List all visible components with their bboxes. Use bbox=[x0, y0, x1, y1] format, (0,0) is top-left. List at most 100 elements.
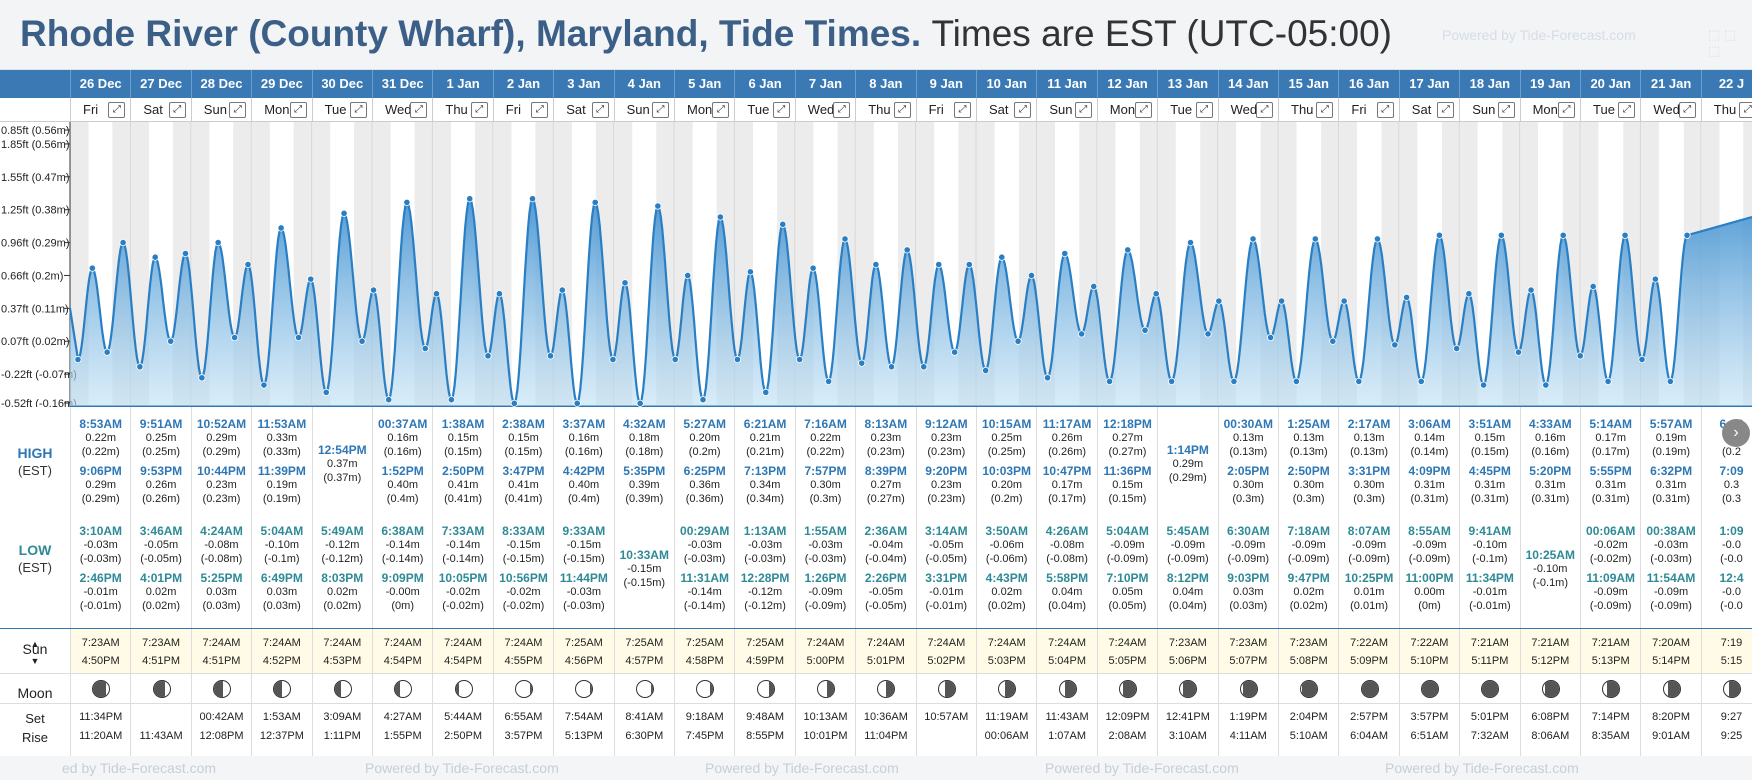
expand-day-icon[interactable]: ⤢ bbox=[410, 102, 428, 118]
moonrise-time: 2:50PM bbox=[444, 730, 483, 742]
moon-phase-icon bbox=[1058, 680, 1077, 698]
expand-day-icon[interactable]: ⤢ bbox=[712, 102, 730, 118]
moonrise-time: 8:35AM bbox=[1591, 730, 1630, 742]
weekday-text: Sat bbox=[989, 102, 1009, 117]
day-column: 2:38AM 0.15m (0.15m) 3:47PM 0.41m (0.41m) 8:33… bbox=[492, 407, 554, 773]
weekday-label: Thu ⤢ bbox=[1700, 98, 1752, 122]
low-height-alt: (-0.03m) bbox=[563, 600, 605, 612]
date-label: 20 Jan bbox=[1580, 70, 1640, 98]
scroll-right-button[interactable]: › bbox=[1722, 419, 1750, 447]
high-height: 0.36m bbox=[689, 479, 720, 491]
low-height: -0.03m bbox=[687, 539, 722, 551]
moon-phase-icon bbox=[152, 680, 171, 698]
tide-point bbox=[1497, 231, 1505, 239]
tide-point bbox=[1403, 293, 1411, 301]
moon-phase-icon bbox=[635, 680, 654, 698]
expand-day-icon[interactable]: ⤢ bbox=[1316, 102, 1334, 118]
tide-point bbox=[746, 268, 754, 276]
expand-day-icon[interactable]: ⤢ bbox=[591, 102, 609, 118]
expand-day-icon[interactable]: ⤢ bbox=[1678, 102, 1696, 118]
share-icons[interactable]: ⬚ ⬚ ⬚ bbox=[1708, 27, 1737, 58]
y-tick-label: 0.07ft (0.02m) bbox=[1, 336, 69, 348]
tide-point bbox=[495, 290, 504, 298]
tide-point bbox=[1465, 290, 1473, 298]
moonrise-time: 9:01AM bbox=[1652, 730, 1691, 742]
low-time: 5:04AM bbox=[260, 524, 304, 538]
low-height: -0.05m bbox=[868, 586, 903, 598]
expand-day-icon[interactable]: ⤢ bbox=[349, 102, 367, 118]
expand-day-icon[interactable]: ⤢ bbox=[833, 102, 851, 118]
expand-day-icon[interactable]: ⤢ bbox=[229, 102, 247, 118]
low-time: 5:45AM bbox=[1166, 524, 1210, 538]
expand-day-icon[interactable]: ⤢ bbox=[893, 102, 911, 118]
sunrise-time: 7:24AM bbox=[202, 637, 241, 649]
expand-day-icon[interactable]: ⤢ bbox=[1739, 102, 1752, 118]
y-tick-label: 1.25ft (0.38m) bbox=[1, 205, 69, 217]
high-height-alt: (0.41m) bbox=[504, 493, 543, 505]
low-height: -0.09m bbox=[1170, 539, 1205, 551]
high-time: 9:12AM bbox=[924, 417, 968, 431]
weekday-label: Sat ⤢ bbox=[976, 98, 1036, 122]
footer: ed by Tide-Forecast.com Powered by Tide-… bbox=[0, 756, 1752, 780]
weekday-label: Fri ⤢ bbox=[915, 98, 976, 122]
sun-cell bbox=[916, 629, 976, 673]
weekday-label: Fri ⤢ bbox=[1338, 98, 1398, 122]
high-height-alt: (0.27m) bbox=[866, 493, 905, 505]
sun-cell bbox=[373, 629, 433, 673]
expand-day-icon[interactable]: ⤢ bbox=[289, 102, 307, 118]
footer-powered-4[interactable]: Powered by Tide-Forecast.com bbox=[1385, 760, 1579, 776]
tide-point bbox=[1311, 235, 1319, 243]
expand-day-icon[interactable]: ⤢ bbox=[1376, 102, 1394, 118]
high-height-alt: (0.4m) bbox=[386, 493, 419, 505]
tide-point bbox=[1651, 275, 1659, 283]
footer-powered-1[interactable]: Powered by Tide-Forecast.com bbox=[365, 760, 559, 776]
expand-day-icon[interactable]: ⤢ bbox=[1074, 102, 1092, 118]
sunset-time: 4:57PM bbox=[625, 655, 664, 667]
high-height-alt: (0.3m) bbox=[1292, 493, 1325, 505]
footer-powered-0[interactable]: ed by Tide-Forecast.com bbox=[62, 760, 217, 776]
expand-day-icon[interactable]: ⤢ bbox=[168, 102, 186, 118]
expand-day-icon[interactable]: ⤢ bbox=[1255, 102, 1273, 118]
low-time: 9:41AM bbox=[1468, 524, 1512, 538]
expand-day-icon[interactable]: ⤢ bbox=[470, 102, 488, 118]
expand-day-icon[interactable]: ⤢ bbox=[1618, 102, 1636, 118]
expand-day-icon[interactable]: ⤢ bbox=[1557, 102, 1575, 118]
expand-day-icon[interactable]: ⤢ bbox=[1497, 102, 1515, 118]
weekday-label: Thu ⤢ bbox=[855, 98, 915, 122]
expand-day-icon[interactable]: ⤢ bbox=[108, 102, 126, 118]
moonset-time: 3:57PM bbox=[1410, 711, 1449, 723]
sun-cell bbox=[493, 629, 554, 673]
tide-point bbox=[1453, 344, 1461, 353]
low-height-alt: (-0.02m) bbox=[1589, 553, 1632, 565]
footer-powered-2[interactable]: Powered by Tide-Forecast.com bbox=[705, 760, 899, 776]
sunrise-time: 7:25AM bbox=[685, 637, 724, 649]
low-height-alt: (-0.01m) bbox=[1469, 600, 1511, 612]
footer-powered-3[interactable]: Powered by Tide-Forecast.com bbox=[1045, 760, 1239, 776]
high-height: 0.29m bbox=[1172, 458, 1204, 470]
expand-day-icon[interactable]: ⤢ bbox=[651, 102, 669, 118]
weekday-label: Fri ⤢ bbox=[70, 98, 130, 122]
expand-day-icon[interactable]: ⤢ bbox=[1014, 102, 1032, 118]
powered-by-label[interactable]: Powered by Tide-Forecast.com bbox=[1442, 27, 1636, 43]
expand-day-icon[interactable]: ⤢ bbox=[1437, 102, 1455, 118]
low-time: 5:49AM bbox=[320, 524, 364, 538]
low-height: -0.09m bbox=[1231, 539, 1266, 551]
low-height-alt: (-0.03m) bbox=[744, 553, 786, 565]
expand-day-icon[interactable]: ⤢ bbox=[772, 102, 790, 118]
high-height: 0.33m bbox=[266, 432, 298, 444]
date-label: 11 Jan bbox=[1036, 70, 1096, 98]
high-height-alt: (0.22m) bbox=[81, 446, 120, 458]
expand-day-icon[interactable]: ⤢ bbox=[953, 102, 971, 118]
weekday-text: Tue bbox=[324, 102, 347, 117]
moonset-time: 9:48AM bbox=[746, 711, 785, 723]
expand-day-icon[interactable]: ⤢ bbox=[1195, 102, 1213, 118]
tide-point bbox=[510, 399, 518, 407]
high-height: 0.15m bbox=[1112, 479, 1143, 491]
moon-phase-icon bbox=[1541, 680, 1560, 698]
sun-cell bbox=[1279, 629, 1339, 673]
expand-day-icon[interactable]: ⤢ bbox=[1135, 102, 1153, 118]
low-time: 9:09PM bbox=[381, 571, 424, 585]
tide-point bbox=[1124, 246, 1132, 254]
low-height-alt: (-0.01m) bbox=[925, 600, 968, 612]
expand-day-icon[interactable]: ⤢ bbox=[531, 102, 549, 118]
